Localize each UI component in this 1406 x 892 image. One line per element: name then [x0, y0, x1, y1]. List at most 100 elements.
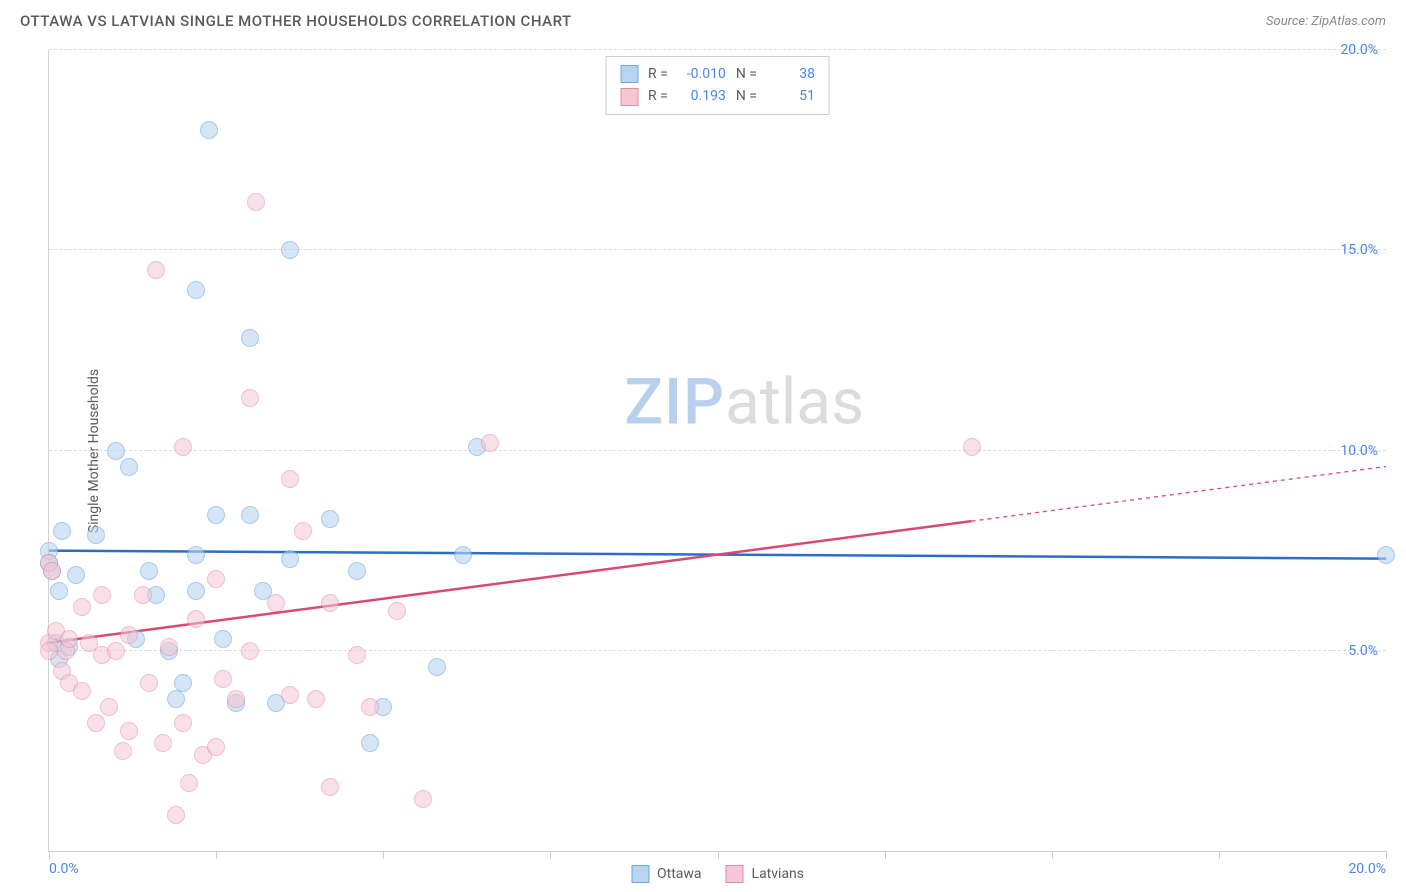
gridline: [49, 450, 1386, 451]
legend-swatch-icon: [631, 865, 649, 883]
scatter-point: [174, 438, 192, 456]
y-tick-label: 5.0%: [1348, 643, 1378, 659]
scatter-point: [174, 674, 192, 692]
scatter-point: [388, 602, 406, 620]
scatter-point: [160, 638, 178, 656]
x-tick: [383, 851, 384, 859]
watermark-atlas: atlas: [725, 365, 864, 440]
x-tick: [1219, 851, 1220, 859]
scatter-point: [40, 642, 58, 660]
chart-header: OTTAWA VS LATVIAN SINGLE MOTHER HOUSEHOL…: [0, 0, 1406, 38]
scatter-point: [53, 522, 71, 540]
scatter-point: [207, 570, 225, 588]
scatter-point: [100, 698, 118, 716]
legend-r-value: 0.193: [678, 85, 726, 107]
scatter-point: [963, 438, 981, 456]
scatter-point: [87, 526, 105, 544]
trendline-extrapolated: [972, 467, 1386, 522]
scatter-point: [87, 714, 105, 732]
scatter-point: [214, 670, 232, 688]
trendline: [49, 551, 1386, 559]
legend-n-value: 38: [767, 63, 815, 85]
legend-r-label: R =: [648, 85, 668, 107]
scatter-point: [281, 470, 299, 488]
x-tick: [718, 851, 719, 859]
scatter-point: [241, 329, 259, 347]
scatter-point: [294, 522, 312, 540]
x-tick: [885, 851, 886, 859]
scatter-point: [134, 586, 152, 604]
scatter-point: [60, 630, 78, 648]
scatter-point: [281, 550, 299, 568]
scatter-point: [120, 458, 138, 476]
legend-r-value: -0.010: [678, 63, 726, 85]
source-label: Source: ZipAtlas.com: [1266, 14, 1386, 29]
plot-area: ZIPatlas R = -0.010 N = 38 R = 0.193 N =…: [48, 50, 1386, 852]
scatter-point: [154, 734, 172, 752]
scatter-point: [187, 281, 205, 299]
x-tick: [1052, 851, 1053, 859]
scatter-point: [227, 690, 245, 708]
scatter-point: [428, 658, 446, 676]
scatter-point: [348, 562, 366, 580]
scatter-point: [107, 642, 125, 660]
scatter-point: [321, 778, 339, 796]
scatter-point: [321, 594, 339, 612]
scatter-point: [73, 682, 91, 700]
x-tick: [216, 851, 217, 859]
scatter-point: [267, 594, 285, 612]
scatter-point: [187, 610, 205, 628]
scatter-point: [454, 546, 472, 564]
legend-swatch-icon: [620, 65, 638, 83]
gridline: [49, 249, 1386, 250]
scatter-point: [348, 646, 366, 664]
scatter-point: [93, 586, 111, 604]
scatter-point: [214, 630, 232, 648]
scatter-point: [107, 442, 125, 460]
scatter-point: [207, 506, 225, 524]
scatter-point: [281, 241, 299, 259]
scatter-point: [361, 734, 379, 752]
scatter-point: [167, 690, 185, 708]
scatter-point: [73, 598, 91, 616]
scatter-point: [43, 562, 61, 580]
scatter-point: [281, 686, 299, 704]
legend-n-value: 51: [767, 85, 815, 107]
legend-item: Ottawa: [631, 865, 702, 883]
legend-n-label: N =: [736, 63, 757, 85]
scatter-point: [1377, 546, 1395, 564]
scatter-point: [120, 626, 138, 644]
legend-item: Latvians: [726, 865, 805, 883]
trendlines-svg: [49, 50, 1386, 851]
legend-r-label: R =: [648, 63, 668, 85]
legend-series: Ottawa Latvians: [631, 865, 804, 883]
scatter-point: [481, 434, 499, 452]
scatter-point: [180, 774, 198, 792]
chart-container: Single Mother Households ZIPatlas R = -0…: [48, 50, 1386, 852]
watermark: ZIPatlas: [624, 365, 864, 440]
legend-swatch-icon: [726, 865, 744, 883]
legend-item-label: Latvians: [752, 866, 805, 882]
scatter-point: [361, 698, 379, 716]
scatter-point: [50, 582, 68, 600]
scatter-point: [207, 738, 225, 756]
legend-stats: R = -0.010 N = 38 R = 0.193 N = 51: [605, 56, 830, 115]
y-tick-label: 10.0%: [1340, 443, 1378, 459]
chart-title: OTTAWA VS LATVIAN SINGLE MOTHER HOUSEHOL…: [20, 12, 572, 30]
scatter-point: [200, 121, 218, 139]
x-tick-label: 20.0%: [1348, 861, 1386, 877]
scatter-point: [247, 193, 265, 211]
scatter-point: [114, 742, 132, 760]
scatter-point: [120, 722, 138, 740]
trendline: [49, 521, 972, 643]
legend-swatch-icon: [620, 88, 638, 106]
y-tick-label: 20.0%: [1340, 42, 1378, 58]
scatter-point: [321, 510, 339, 528]
scatter-point: [307, 690, 325, 708]
legend-stats-row: R = 0.193 N = 51: [620, 85, 815, 107]
scatter-point: [140, 562, 158, 580]
scatter-point: [187, 546, 205, 564]
scatter-point: [174, 714, 192, 732]
x-tick: [550, 851, 551, 859]
y-tick-label: 15.0%: [1340, 242, 1378, 258]
